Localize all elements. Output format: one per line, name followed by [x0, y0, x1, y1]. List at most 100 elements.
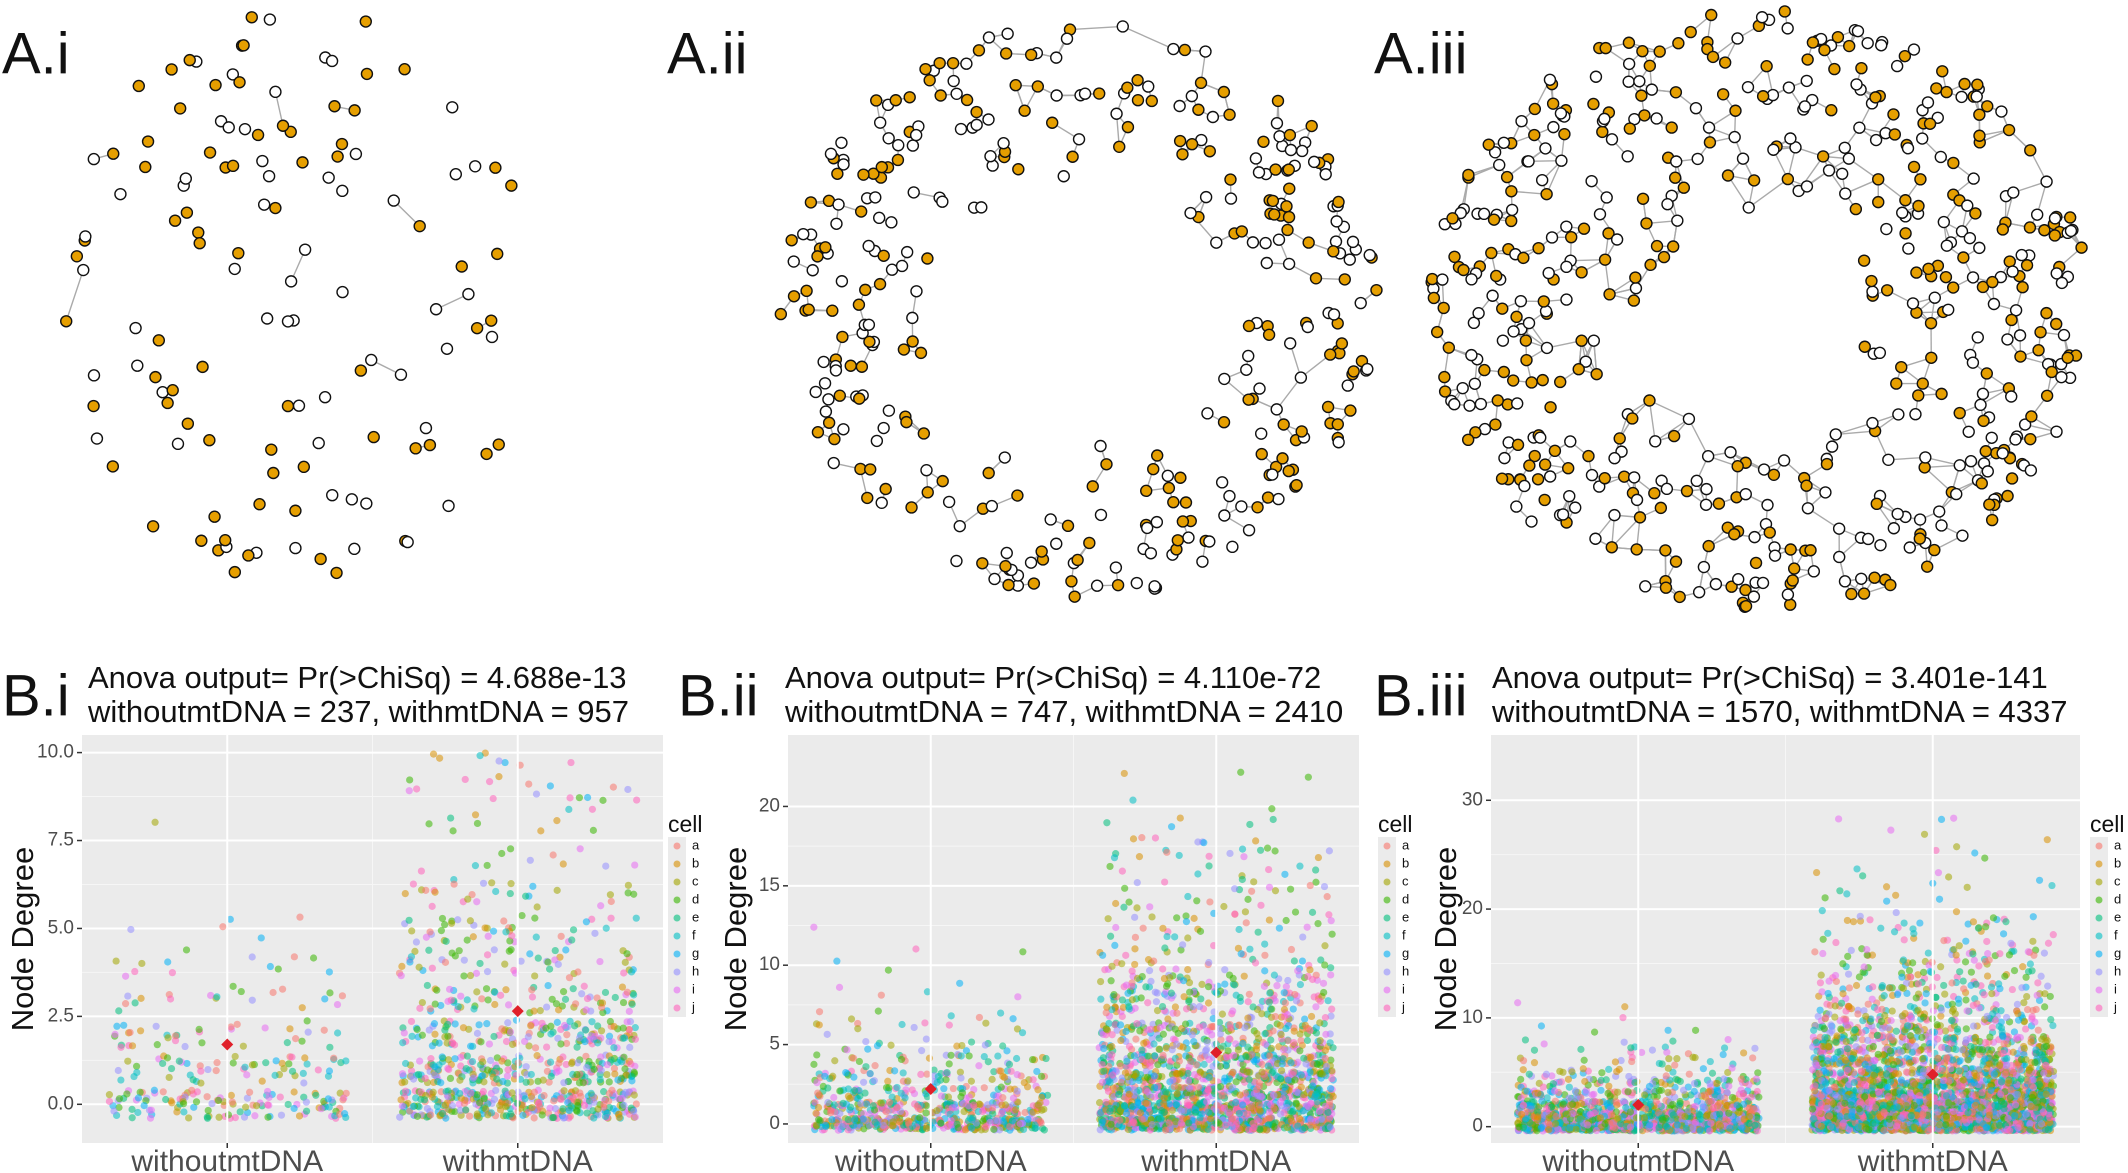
legend-label: c — [692, 873, 699, 888]
node — [2014, 350, 2027, 363]
node — [914, 346, 928, 360]
node — [1701, 450, 1715, 463]
node — [1654, 501, 1668, 515]
node — [1798, 100, 1812, 113]
node — [2020, 259, 2034, 272]
jitter-point — [1248, 887, 1256, 895]
node — [325, 54, 339, 68]
jitter-point — [133, 1068, 141, 1077]
jitter-point — [132, 1062, 141, 1070]
node — [1957, 251, 1970, 264]
node — [877, 421, 890, 435]
node — [1486, 289, 1499, 302]
node — [1525, 376, 1538, 389]
jitter-point — [551, 946, 559, 955]
node — [1554, 375, 1567, 389]
node — [1266, 194, 1280, 208]
node — [1546, 97, 1560, 110]
legend-title: cell — [668, 811, 703, 837]
jitter-point — [292, 1035, 300, 1043]
node — [1820, 457, 1834, 471]
node — [1855, 572, 1868, 585]
jitter-point — [632, 914, 640, 922]
node — [1742, 201, 1755, 214]
jitter-point — [449, 827, 457, 835]
node — [1489, 418, 1502, 431]
node — [1185, 89, 1199, 103]
node — [2034, 326, 2047, 339]
jitter-point — [124, 992, 132, 1000]
node — [1636, 45, 1649, 58]
node — [1061, 519, 1075, 533]
node — [1242, 319, 1256, 333]
node — [1520, 353, 1533, 367]
jitter-point — [589, 826, 597, 834]
node — [1661, 198, 1674, 211]
node — [1721, 169, 1735, 182]
jitter-point — [1019, 948, 1027, 956]
jitter-point — [413, 1112, 422, 1120]
jitter-point — [1241, 908, 1250, 916]
node — [1928, 291, 1941, 304]
jitter-point — [489, 927, 498, 935]
node — [1912, 389, 1925, 402]
node — [1590, 367, 1603, 381]
node — [1068, 590, 1081, 603]
node — [1179, 496, 1193, 509]
edge — [1122, 25, 1174, 50]
jitter-point — [269, 988, 277, 997]
node — [1923, 117, 1937, 130]
node — [1472, 307, 1485, 320]
jitter-point — [1314, 920, 1322, 928]
jitter-point — [197, 1079, 205, 1087]
jitter-point — [549, 851, 557, 859]
jitter-point — [609, 783, 617, 791]
jitter-point — [473, 1110, 481, 1118]
jitter-point — [517, 957, 525, 965]
jitter-point — [429, 1088, 437, 1096]
node — [1956, 529, 1969, 542]
node — [1538, 493, 1551, 507]
node — [284, 275, 298, 288]
node — [787, 290, 801, 303]
jitter-point — [543, 1043, 551, 1051]
jitter-point — [227, 1091, 235, 1099]
jitter-point — [183, 1059, 191, 1068]
node — [1528, 102, 1542, 116]
jitter-point — [413, 1025, 421, 1034]
jitter-point — [122, 972, 130, 980]
node — [2045, 365, 2058, 379]
node — [1659, 544, 1672, 557]
node — [1131, 94, 1145, 107]
jitter-point — [882, 1108, 890, 1116]
node — [1940, 85, 1953, 99]
jitter-point — [450, 880, 458, 888]
jitter-point — [1103, 819, 1111, 827]
jitter-point — [1012, 1106, 1020, 1114]
jitter-point — [994, 1117, 1002, 1125]
node — [1899, 194, 1912, 207]
jitter-point — [263, 1087, 272, 1096]
node — [1554, 107, 1568, 120]
node — [787, 255, 800, 268]
jitter-point — [1303, 923, 1311, 931]
node — [449, 168, 463, 181]
jitter-point — [167, 1064, 176, 1073]
jitter-point — [844, 1085, 852, 1093]
node — [60, 315, 73, 328]
node — [1217, 85, 1231, 99]
node — [970, 118, 983, 132]
node — [253, 498, 266, 511]
node — [936, 474, 949, 488]
node — [1224, 192, 1238, 205]
node — [1540, 341, 1554, 355]
node — [1507, 374, 1520, 387]
node — [1442, 341, 1456, 354]
jitter-point — [498, 1025, 506, 1033]
jitter-point — [147, 1106, 155, 1114]
node — [1194, 76, 1208, 90]
node — [1673, 590, 1686, 604]
node — [855, 360, 869, 373]
jitter-point — [416, 1057, 424, 1065]
jitter-point — [1325, 847, 1333, 855]
